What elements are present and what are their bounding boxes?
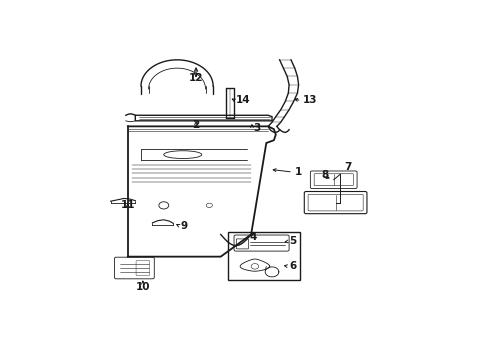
- Text: 9: 9: [181, 221, 188, 231]
- Text: 11: 11: [121, 201, 135, 210]
- Text: 12: 12: [189, 73, 203, 83]
- Text: 1: 1: [295, 167, 302, 177]
- Text: 14: 14: [236, 95, 250, 105]
- Text: 2: 2: [193, 120, 200, 130]
- Text: 5: 5: [289, 237, 296, 246]
- Text: 10: 10: [136, 282, 150, 292]
- Text: 8: 8: [321, 170, 329, 180]
- Text: 4: 4: [249, 232, 257, 242]
- Text: 3: 3: [253, 123, 260, 133]
- Text: 7: 7: [344, 162, 352, 172]
- Text: 13: 13: [302, 95, 317, 105]
- Text: 6: 6: [289, 261, 296, 271]
